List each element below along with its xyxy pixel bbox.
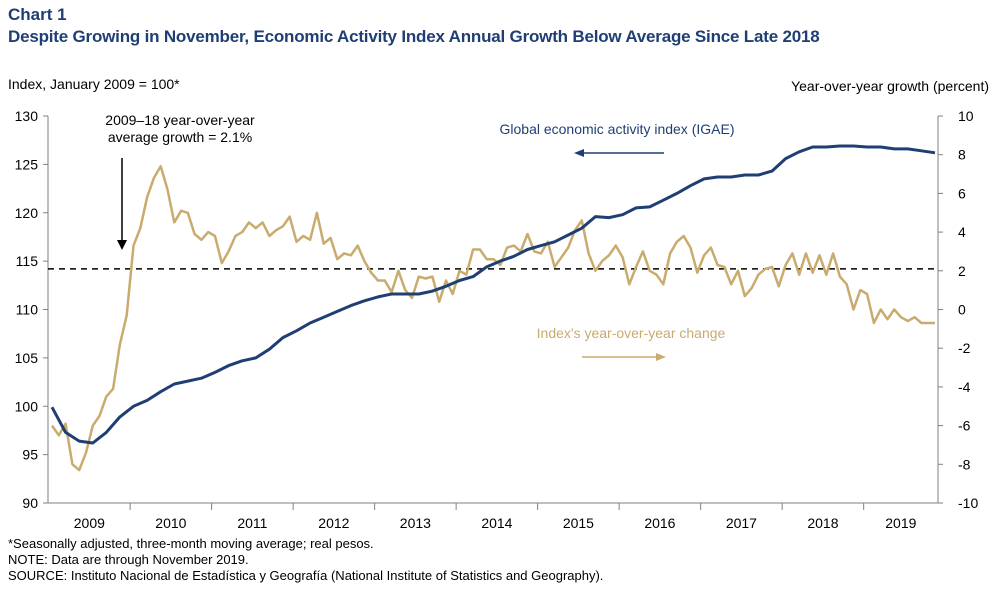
average-arrow-head <box>117 240 127 250</box>
series-line-igae <box>50 144 936 445</box>
right-tick-label: -4 <box>958 379 971 395</box>
right-axis-title: Year-over-year growth (percent) <box>791 78 989 94</box>
left-tick-label: 130 <box>15 108 39 124</box>
footnote-note: NOTE: Data are through November 2019. <box>8 552 249 567</box>
right-tick-label: -10 <box>958 495 978 511</box>
x-tick-label: 2018 <box>807 515 838 531</box>
left-tick-label: 120 <box>15 205 39 221</box>
chart-title: Despite Growing in November, Economic Ac… <box>8 27 820 46</box>
igae-series-label: Global economic activity index (IGAE) <box>500 121 735 137</box>
x-tick-label: 2014 <box>481 515 512 531</box>
right-tick-label: 2 <box>958 263 966 279</box>
left-tick-label: 105 <box>15 350 39 366</box>
average-annotation-line-1: 2009–18 year-over-year <box>105 112 255 128</box>
right-tick-label: -2 <box>958 340 971 356</box>
left-tick-label: 125 <box>15 156 39 172</box>
x-tick-label: 2012 <box>318 515 349 531</box>
footnote-source: SOURCE: Instituto Nacional de Estadístic… <box>8 568 604 583</box>
right-tick-label: 10 <box>958 108 974 124</box>
chart-axes: 90 95 100 105 110 115 120 125 130 -10 -8 -6 -4 -2 0 2 4 6… <box>15 108 979 531</box>
x-tick-label: 2015 <box>563 515 594 531</box>
right-tick-label: 6 <box>958 185 966 201</box>
x-tick-label: 2019 <box>885 515 916 531</box>
left-tick-label: 95 <box>22 447 38 463</box>
chart-label: Chart 1 <box>8 5 67 24</box>
x-tick-label: 2010 <box>155 515 186 531</box>
x-tick-label: 2013 <box>400 515 431 531</box>
left-tick-label: 100 <box>15 398 39 414</box>
right-tick-label: 0 <box>958 302 966 318</box>
left-tick-label: 90 <box>22 495 38 511</box>
yoy-arrow-head <box>656 353 666 361</box>
average-annotation-line-2: average growth = 2.1% <box>108 129 252 145</box>
x-tick-label: 2017 <box>726 515 757 531</box>
right-tick-label: 8 <box>958 147 966 163</box>
x-tick-label: 2011 <box>237 515 267 531</box>
left-tick-label: 110 <box>16 302 39 318</box>
yoy-series-label: Index's year-over-year change <box>537 325 726 341</box>
right-tick-label: -6 <box>958 418 971 434</box>
footnote-seasonal: *Seasonally adjusted, three-month moving… <box>8 536 374 551</box>
igae-arrow-head <box>574 149 584 157</box>
left-tick-label: 115 <box>16 253 39 269</box>
right-tick-label: 4 <box>958 224 966 240</box>
right-tick-label: -8 <box>958 456 971 472</box>
x-tick-label: 2009 <box>74 515 105 531</box>
series-line-yoy-change <box>50 165 935 472</box>
left-axis-title: Index, January 2009 = 100* <box>8 76 180 92</box>
x-tick-label: 2016 <box>644 515 675 531</box>
chart-series-group <box>50 144 936 472</box>
